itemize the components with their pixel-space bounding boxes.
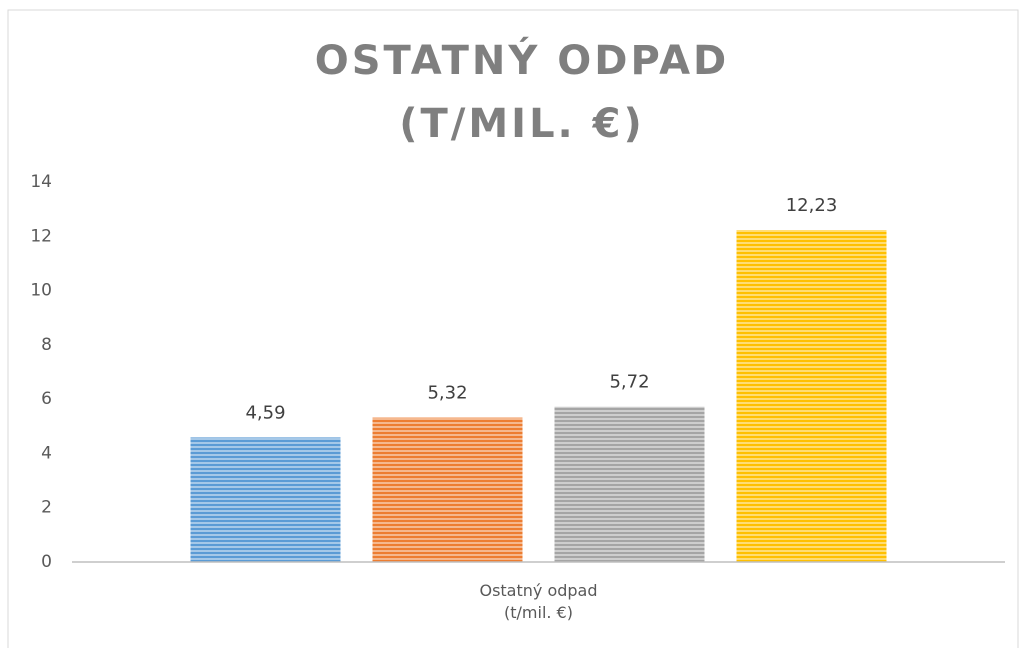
chart-title: (T/MIL. €) <box>399 101 645 147</box>
x-tick-label: Ostatný odpad (t/mil. €) <box>479 581 598 622</box>
y-tick-label: 0 <box>41 552 52 572</box>
bar <box>372 417 523 562</box>
y-tick-label: 4 <box>41 443 52 463</box>
y-tick-label: 10 <box>30 281 52 301</box>
y-tick-label: 14 <box>30 172 52 192</box>
bar <box>554 406 705 562</box>
y-tick-label: 8 <box>41 335 52 355</box>
data-label: 12,23 <box>786 195 838 216</box>
data-label: 5,32 <box>427 383 467 404</box>
y-tick-label: 12 <box>30 226 52 246</box>
data-label: 4,59 <box>245 402 285 423</box>
y-tick-label: 6 <box>41 389 52 409</box>
chart-title: OSTATNÝ ODPAD <box>315 35 730 84</box>
y-tick-label: 2 <box>41 498 52 518</box>
data-label: 5,72 <box>609 372 649 393</box>
bar <box>190 437 341 562</box>
bar <box>736 230 887 563</box>
